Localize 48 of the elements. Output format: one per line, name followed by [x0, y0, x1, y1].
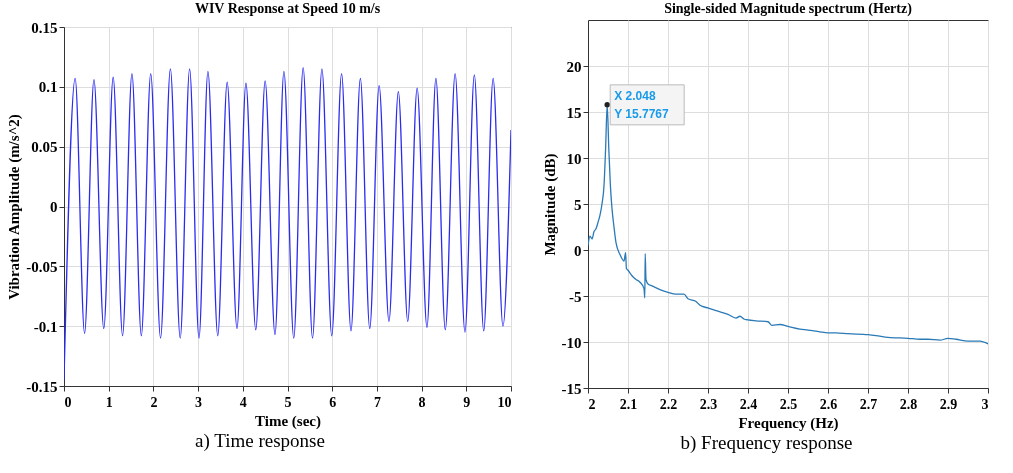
y-tick-label: 0.1 — [38, 79, 57, 96]
y-tick-label: -0.15 — [25, 378, 57, 395]
y-axis-title: Magnitude (dB) — [541, 153, 558, 256]
y-tick-label: 5 — [573, 196, 581, 213]
x-tick-label: 2.8 — [899, 396, 917, 412]
y-tick-label: 10 — [566, 150, 581, 167]
x-axis-title: Time (sec) — [254, 412, 321, 430]
annotation: X 2.048 — [613, 88, 656, 103]
x-tick-label: 5 — [284, 394, 291, 410]
y-tick-label: -10 — [561, 334, 581, 351]
x-tick-label: 10 — [497, 394, 511, 410]
y-axis-title: Vibration Amplitude (m/s^2) — [5, 114, 23, 300]
x-tick-label: 2 — [588, 396, 595, 412]
x-axis-title: Frequency (Hz) — [737, 414, 839, 432]
x-tick-label: 2.1 — [619, 396, 637, 412]
chart-title: WIV Response at Speed 10 m/s — [194, 1, 381, 16]
y-tick-label: 0.05 — [30, 139, 57, 156]
y-tick-label: -0.1 — [33, 318, 57, 335]
text: a) Time response — [195, 430, 325, 452]
x-tick-label: 2.5 — [779, 396, 797, 412]
x-tick-label: 4 — [239, 394, 247, 410]
line-series — [63, 67, 511, 381]
x-tick-label: 8 — [418, 394, 426, 410]
x-tick-label: 1 — [105, 394, 113, 410]
x-tick-label: 6 — [328, 394, 336, 410]
y-tick-label: 0 — [49, 199, 57, 215]
x-tick-label: 7 — [373, 394, 381, 410]
y-tick-label: -15 — [561, 380, 581, 397]
x-tick-label: 2 — [149, 394, 157, 410]
x-tick-label: 2.9 — [939, 396, 957, 412]
chart-title: Single-sided Magnitude spectrum (Hertz) — [663, 1, 912, 17]
x-tick-label: 3 — [194, 394, 202, 410]
y-tick-label: 20 — [566, 58, 581, 75]
y-tick-label: 15 — [566, 104, 581, 121]
y-tick-label: 0.15 — [30, 19, 57, 36]
y-tick-label: 0 — [573, 242, 581, 259]
y-tick-label: -5 — [568, 288, 581, 305]
x-tick-label: 0 — [64, 394, 71, 410]
annotation: Y 15.7767 — [613, 106, 669, 121]
x-tick-label: 2.7 — [859, 396, 877, 412]
x-tick-label: 2.6 — [819, 396, 837, 412]
x-tick-label: 2.3 — [699, 396, 717, 412]
x-tick-label: 2.4 — [739, 396, 757, 412]
x-tick-label: 9 — [462, 394, 470, 410]
text: b) Frequency response — [680, 432, 853, 454]
x-tick-label: 3 — [981, 396, 988, 412]
x-tick-label: 2.2 — [659, 396, 677, 412]
y-tick-label: -0.05 — [25, 258, 57, 275]
